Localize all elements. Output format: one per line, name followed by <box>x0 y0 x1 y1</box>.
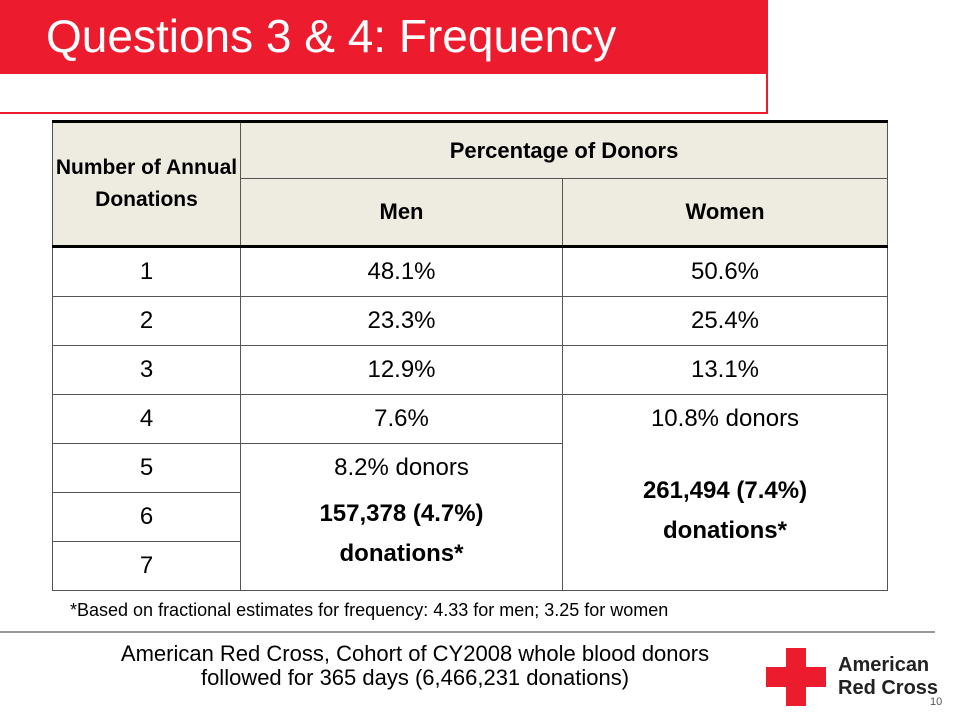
logo-text: American Red Cross <box>838 654 938 700</box>
men-donations-label: donations* <box>339 540 464 567</box>
men-merged-cell: 8.2% donors 157,378 (4.7%) donations* <box>240 443 563 591</box>
donation-count-cell: 1 <box>52 246 241 297</box>
table-row: 7 <box>52 541 888 591</box>
men-percentage-cell: 12.9% <box>240 345 563 395</box>
slide-title: Questions 3 & 4: Frequency <box>46 10 617 62</box>
header-number-of-donations: Number of Annual Donations <box>52 120 241 248</box>
frequency-table: Number of Annual Donations Percentage of… <box>52 120 889 591</box>
donation-count-cell: 5 <box>52 443 241 493</box>
men-donations-count: 157,378 (4.7%) <box>319 500 484 527</box>
title-bar: Questions 3 & 4: Frequency <box>0 0 768 72</box>
women-percentage-cell: 50.6% <box>561 246 889 297</box>
header-percentage-of-donors: Percentage of Donors <box>239 120 889 179</box>
logo-line-2: Red Cross <box>838 677 939 699</box>
logo-line-1: American <box>838 654 930 676</box>
donation-count-cell: 7 <box>52 541 241 591</box>
women-donations-count: 261,494 (7.4%) <box>642 477 808 504</box>
source-line-1: American Red Cross, Cohort of CY2008 who… <box>120 641 710 666</box>
source-line-2: followed for 365 days (6,466,231 donatio… <box>200 665 630 690</box>
american-red-cross-logo: American Red Cross <box>766 648 946 708</box>
source-text: American Red Cross, Cohort of CY2008 who… <box>0 642 830 690</box>
donation-count-cell: 3 <box>52 345 241 395</box>
red-cross-icon <box>766 648 826 706</box>
women-merged-cell: 10.8% donors 261,494 (7.4%) donations* <box>561 394 889 591</box>
footnote: *Based on fractional estimates for frequ… <box>70 600 669 620</box>
donation-count-cell: 2 <box>52 296 241 346</box>
women-percentage-cell: 13.1% <box>561 345 889 395</box>
women-percentage-cell: 25.4% <box>561 296 889 346</box>
men-percentage-cell: 7.6% <box>240 394 563 444</box>
men-donors-percentage: 8.2% donors <box>334 454 469 481</box>
divider <box>0 631 935 633</box>
women-donors-percentage: 10.8% donors <box>650 405 800 432</box>
men-percentage-cell: 23.3% <box>240 296 563 346</box>
header-men: Men <box>240 178 563 248</box>
donation-count-cell: 4 <box>52 394 241 444</box>
table-row: 1 48.1% 50.6% <box>52 246 889 297</box>
page-number: 10 <box>930 696 943 708</box>
header-women: Women <box>561 178 889 248</box>
table-row: 4 7.6% 10.8% donors 261,494 (7.4%) donat… <box>52 394 889 591</box>
men-percentage-cell: 48.1% <box>240 246 563 297</box>
title-underline-bar <box>0 72 768 114</box>
women-donations-label: donations* <box>663 517 787 544</box>
table-row: 2 23.3% 25.4% <box>52 296 889 346</box>
table-row: 5 8.2% donors 157,378 (4.7%) donations* <box>52 443 888 591</box>
table-row: 3 12.9% 13.1% <box>52 345 889 395</box>
donation-count-cell: 6 <box>52 492 241 542</box>
